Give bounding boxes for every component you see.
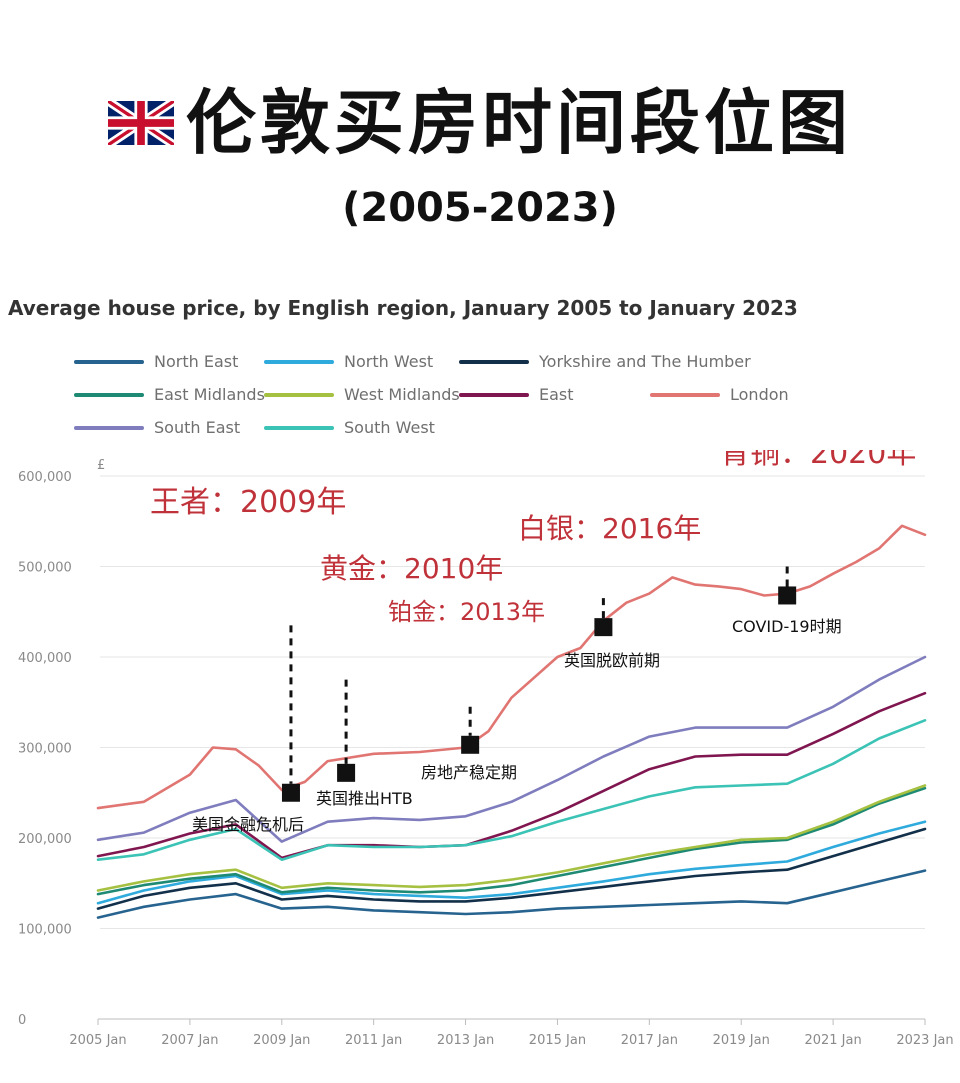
annotation-label-gold: 黄金：2010年 [320,552,503,585]
series-line-east [96,691,927,860]
chart-legend: North East North West Yorkshire and The Hu… [74,352,834,444]
y-tick-label: 0 [18,1013,26,1028]
page-subtitle: (2005-2023) [342,185,618,231]
page-title: 伦敦买房时间段位图 [186,82,852,164]
annotation-marker-king [281,783,300,802]
legend-label: London [730,385,789,404]
x-tick-label: 2023 Jan [896,1033,953,1048]
y-tick-label: 300,000 [18,742,72,757]
y-tick-label: 600,000 [18,470,72,485]
legend-swatch [459,359,529,364]
x-tick-label: 2005 Jan [69,1033,126,1048]
annotation-marker-bronze [778,586,797,605]
legend-label: East [539,385,574,404]
annotation-marker-gold [337,763,356,782]
series-line-west-midlands [96,784,927,892]
legend-swatch [650,392,720,397]
annotation-label-platinum: 铂金：2013年 [388,598,545,626]
y-tick-label: 200,000 [18,832,72,847]
y-tick-label: 400,000 [18,651,72,666]
series-line-north-east [96,869,927,919]
annotation-event-gold: 英国推出HTB [316,789,413,808]
annotation-event-king: 美国金融危机后 [192,815,304,834]
annotation-event-bronze: COVID-19时期 [732,617,842,636]
x-tick-label: 2015 Jan [529,1033,586,1048]
legend-label: North East [154,352,239,371]
series-line-south-west [96,719,927,861]
x-tick-label: 2017 Jan [621,1033,678,1048]
legend-item-south-east: South East [74,418,240,437]
legend-label: South East [154,418,241,437]
annotation-event-silver: 英国脱欧前期 [564,651,660,670]
annotation-label-bronze: 青铜：2020年 [720,450,916,471]
legend-label: Yorkshire and The Humber [539,352,751,371]
annotation-marker-platinum [461,735,480,754]
annotation-marker-silver [594,618,613,637]
legend-item-east-midlands: East Midlands [74,385,265,404]
x-tick-label: 2013 Jan [437,1033,494,1048]
x-tick-label: 2021 Jan [804,1033,861,1048]
legend-item-london: London [650,385,789,404]
legend-swatch [74,425,144,430]
legend-label: South West [344,418,435,437]
legend-item-west-midlands: West Midlands [264,385,460,404]
series-line-east-midlands [96,786,927,896]
series-line-london [96,524,927,810]
chart-title: Average house price, by English region, … [8,296,798,320]
legend-swatch [459,392,529,397]
annotation-label-king: 王者：2009年 [150,485,346,520]
legend-item-north-east: North East [74,352,238,371]
legend-item-east: East [459,385,574,404]
line-chart: 0 100,000 200,000 300,000 400,000 500,000 600,… [18,450,954,1048]
annotation-event-platinum: 房地产稳定期 [421,763,517,782]
legend-swatch [74,359,144,364]
y-axis-label: £ [97,458,105,473]
x-tick-label: 2007 Jan [161,1033,218,1048]
legend-swatch [264,392,334,397]
series-line-yorkshire-and-the-humber [96,827,927,910]
legend-swatch [264,425,334,430]
uk-flag-icon [108,101,174,145]
x-tick-label: 2019 Jan [713,1033,770,1048]
legend-swatch [264,359,334,364]
x-tick-label: 2009 Jan [253,1033,310,1048]
series-line-north-west [96,820,927,905]
legend-label: West Midlands [344,385,460,404]
y-tick-label: 500,000 [18,561,72,576]
annotation-label-silver: 白银：2016年 [518,512,701,545]
legend-item-yorkshire-and-the-humber: Yorkshire and The Humber [459,352,751,371]
legend-item-south-west: South West [264,418,435,437]
x-tick-label: 2011 Jan [345,1033,402,1048]
main-title: 伦敦买房时间段位图 [0,78,960,168]
legend-swatch [74,392,144,397]
y-tick-label: 100,000 [18,923,72,938]
legend-label: East Midlands [154,385,265,404]
series-line-south-east [96,655,927,843]
legend-label: North West [344,352,434,371]
legend-item-north-west: North West [264,352,433,371]
